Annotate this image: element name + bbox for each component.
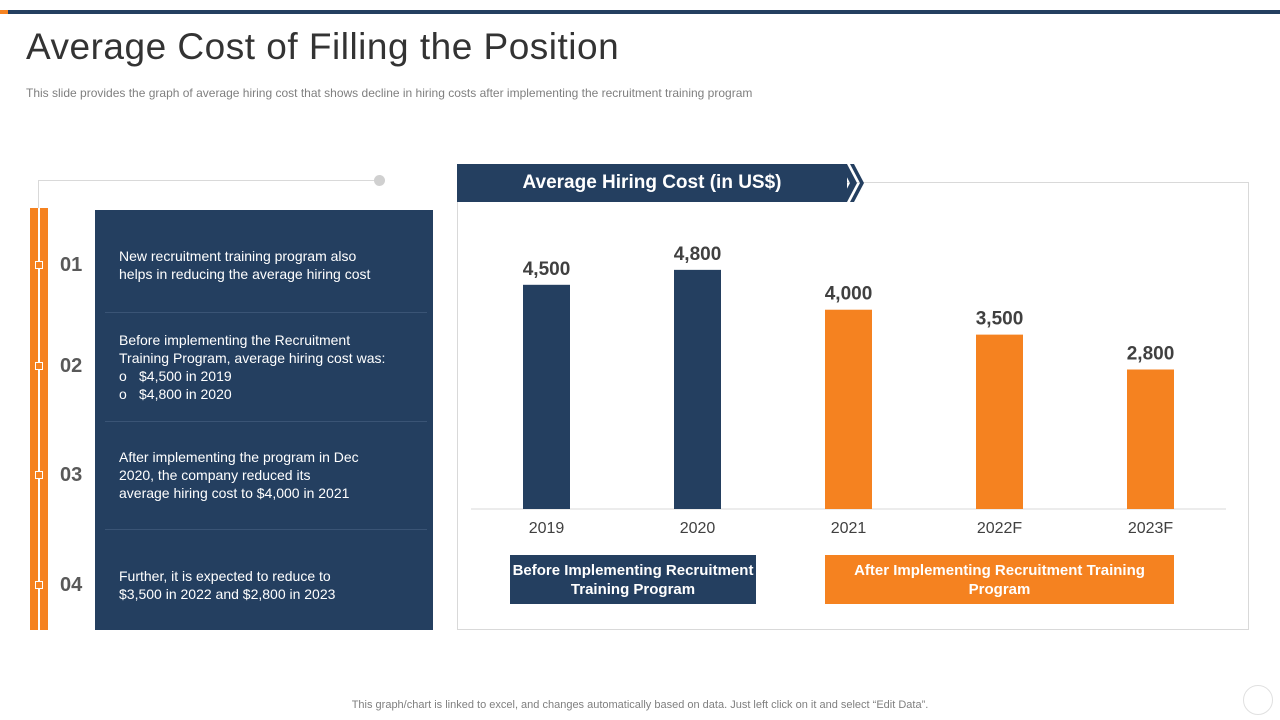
connector-line [38, 180, 378, 181]
point-line: Further, it is expected to reduce to [119, 568, 331, 584]
timeline-marker-01 [35, 261, 43, 269]
timeline-marker-04 [35, 581, 43, 589]
corner-circle [1243, 685, 1273, 715]
chevron-right-icon [840, 164, 864, 202]
x-tick-2019: 2019 [529, 520, 565, 537]
bar-chart: 4,500 2019 4,800 2020 4,000 2021 3,500 2022F 2,8… [471, 244, 1226, 537]
footer-note: This graph/chart is linked to excel, and… [351, 699, 929, 711]
bar-2022F [976, 334, 1023, 509]
panel-divider [105, 529, 427, 530]
sub-bullet-text: $4,800 in 2020 [139, 386, 232, 402]
data-label-2020: 4,800 [674, 244, 722, 265]
item-number-01: 01 [60, 254, 83, 276]
page-title: Average Cost of Filling the Position [26, 26, 620, 67]
sub-bullet-text: $4,500 in 2019 [139, 368, 232, 384]
bar-2019 [523, 284, 570, 509]
point-line: Training Program, average hiring cost wa… [119, 350, 386, 366]
data-label-2021: 4,000 [825, 284, 873, 305]
timeline-marker-02 [35, 362, 43, 370]
point-line: Before implementing the Recruitment [119, 332, 351, 348]
point-line: 2020, the company reduced its [119, 467, 311, 483]
sub-bullet: o $4,500 in 2019 [119, 367, 419, 385]
x-tick-2022F: 2022F [977, 520, 1023, 537]
point-text-03: After implementing the program in Dec 20… [119, 448, 419, 502]
connector-dot [374, 175, 385, 186]
point-line: $3,500 in 2022 and $2,800 in 2023 [119, 586, 336, 602]
point-text-04: Further, it is expected to reduce to $3,… [119, 567, 419, 603]
bar-2023F [1127, 369, 1174, 509]
bar-2020 [674, 269, 721, 509]
x-tick-2021: 2021 [831, 520, 867, 537]
item-number-03: 03 [60, 464, 83, 486]
connector-line-vertical [38, 180, 39, 210]
top-rule [0, 10, 1280, 14]
item-number-04: 04 [60, 574, 83, 596]
data-label-2023F: 2,800 [1127, 344, 1175, 365]
item-number-02: 02 [60, 355, 83, 377]
sub-bullet: o $4,800 in 2020 [119, 385, 419, 403]
data-label-2019: 4,500 [523, 259, 571, 280]
point-text-01: New recruitment training program also he… [119, 247, 419, 283]
top-rule-accent [0, 10, 8, 14]
panel-divider [105, 421, 427, 422]
chart-title: Average Hiring Cost (in US$) [457, 164, 847, 202]
legend-before: Before Implementing Recruitment Training… [510, 555, 756, 604]
x-tick-2020: 2020 [680, 520, 716, 537]
legend-after: After Implementing Recruitment Training … [825, 555, 1174, 604]
x-tick-2023F: 2023F [1128, 520, 1174, 537]
points-panel [95, 210, 433, 630]
point-line: average hiring cost to $4,000 in 2021 [119, 485, 350, 501]
data-label-2022F: 3,500 [976, 309, 1024, 330]
timeline-marker-03 [35, 471, 43, 479]
bar-2021 [825, 309, 872, 509]
bullet-mark: o [119, 368, 127, 384]
point-text-02: Before implementing the Recruitment Trai… [119, 331, 419, 403]
panel-divider [105, 312, 427, 313]
point-line: After implementing the program in Dec [119, 449, 359, 465]
bullet-mark: o [119, 386, 127, 402]
point-line: New recruitment training program also [119, 248, 357, 264]
point-line: helps in reducing the average hiring cos… [119, 266, 371, 282]
page-subtitle: This slide provides the graph of average… [26, 86, 753, 100]
timeline-rail-line [38, 208, 40, 630]
